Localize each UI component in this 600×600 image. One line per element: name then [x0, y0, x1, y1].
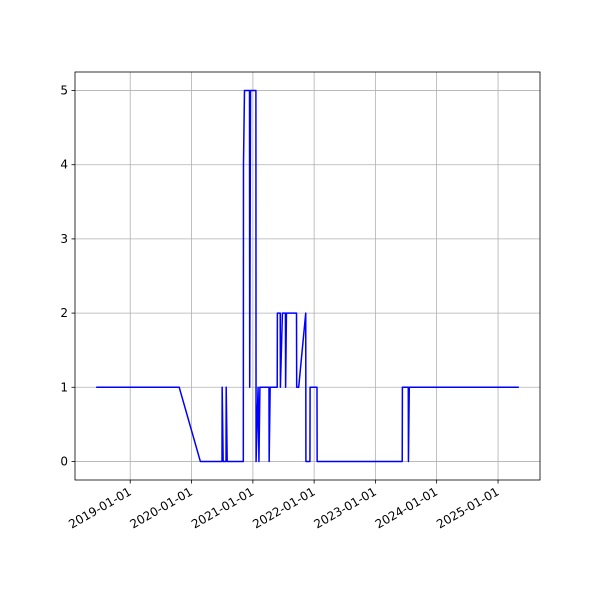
- y-tick-label: 4: [60, 158, 68, 172]
- y-tick-label: 2: [60, 306, 68, 320]
- plot-frame: [74, 71, 541, 481]
- y-tick-label: 3: [60, 232, 68, 246]
- y-tick-label: 1: [60, 380, 68, 394]
- data-line: [96, 89, 519, 463]
- y-tick-label: 5: [60, 84, 68, 98]
- y-tick-label: 0: [60, 454, 68, 468]
